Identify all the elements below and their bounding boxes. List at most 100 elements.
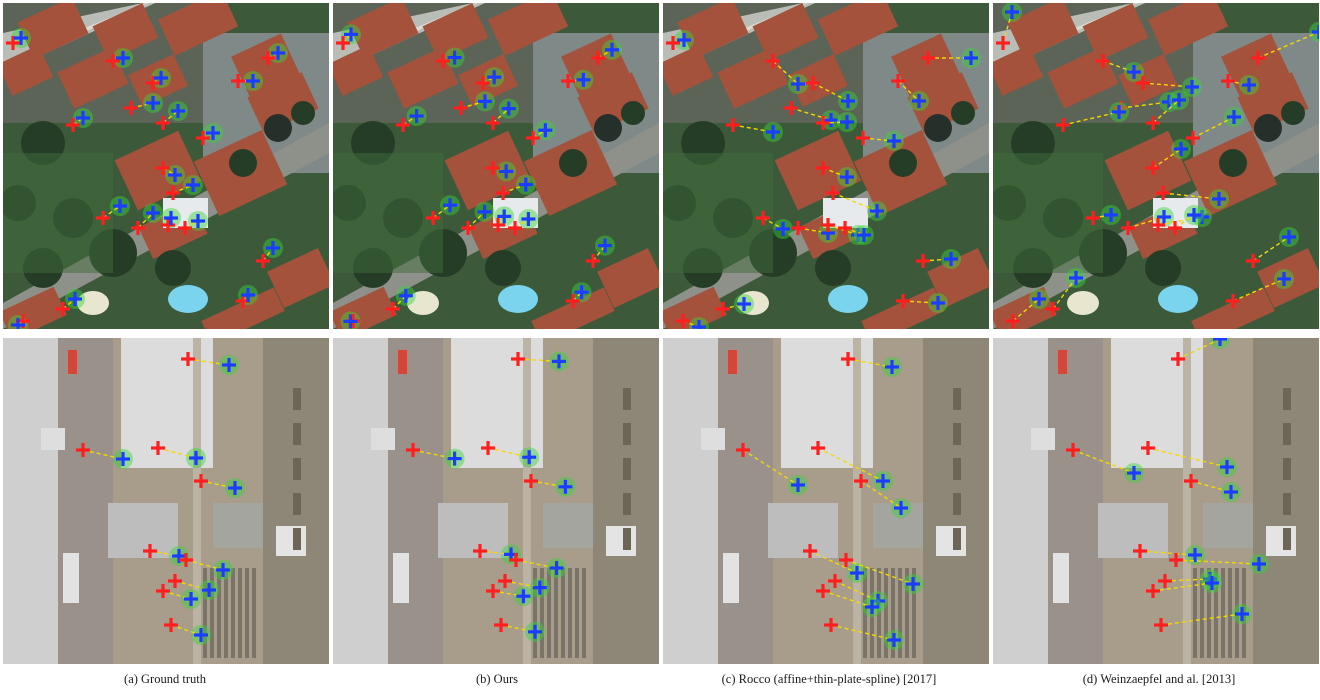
source-marker xyxy=(839,553,853,567)
source-marker xyxy=(921,51,935,65)
aerial-image xyxy=(3,338,329,664)
match-line xyxy=(1252,236,1290,262)
target-marker xyxy=(1235,607,1249,621)
match-line xyxy=(762,217,784,230)
aerial-image xyxy=(663,338,989,664)
match-line xyxy=(1120,101,1170,109)
source-marker xyxy=(1121,221,1135,235)
match-line xyxy=(1192,116,1235,139)
match-line xyxy=(742,449,799,486)
source-marker xyxy=(396,118,410,132)
source-marker xyxy=(481,441,495,455)
match-line xyxy=(827,224,859,236)
target-marker xyxy=(824,113,838,127)
aerial-image xyxy=(3,3,329,329)
source-marker xyxy=(854,474,868,488)
source-marker xyxy=(509,553,523,567)
source-marker xyxy=(816,161,830,175)
target-marker xyxy=(737,297,751,311)
source-marker xyxy=(151,441,165,455)
target-marker xyxy=(116,51,130,65)
target-marker xyxy=(1213,338,1227,346)
target-marker xyxy=(876,474,890,488)
target-marker xyxy=(944,252,958,266)
source-marker xyxy=(1136,76,1150,90)
target-marker xyxy=(840,170,854,184)
match-line xyxy=(392,295,407,310)
aerial-image xyxy=(333,338,659,664)
target-marker xyxy=(186,178,200,192)
source-marker xyxy=(156,116,170,130)
source-marker xyxy=(716,302,730,316)
target-marker xyxy=(538,123,553,138)
panel-industrial-rocco xyxy=(663,338,989,664)
source-marker xyxy=(816,584,830,598)
panel-residential-ground-truth xyxy=(3,3,329,329)
source-marker xyxy=(231,74,245,88)
target-marker xyxy=(146,96,160,110)
source-marker xyxy=(131,221,145,235)
match-line xyxy=(797,227,829,234)
source-marker xyxy=(1146,116,1160,130)
source-marker xyxy=(841,352,855,366)
match-line xyxy=(1174,214,1195,229)
target-marker xyxy=(576,72,591,87)
match-line xyxy=(1062,111,1120,126)
match-line xyxy=(102,205,121,219)
source-marker xyxy=(1171,352,1185,366)
target-marker xyxy=(191,214,205,228)
source-marker xyxy=(256,254,270,268)
source-marker xyxy=(1133,544,1147,558)
source-marker xyxy=(96,211,110,225)
source-marker xyxy=(386,302,400,316)
source-marker xyxy=(436,54,450,68)
target-marker xyxy=(558,479,573,494)
aerial-image xyxy=(993,338,1319,664)
target-marker xyxy=(68,292,82,306)
match-line xyxy=(1232,278,1285,302)
source-marker xyxy=(164,618,178,632)
panel-residential-weinzaepfel xyxy=(993,3,1319,329)
target-marker xyxy=(906,577,920,591)
match-line xyxy=(162,110,179,124)
match-line xyxy=(492,108,510,124)
match-line xyxy=(1102,60,1135,73)
source-marker xyxy=(756,211,770,225)
source-marker xyxy=(6,36,20,50)
source-marker xyxy=(473,544,487,558)
source-marker xyxy=(166,186,180,200)
target-marker xyxy=(894,501,908,515)
source-marker xyxy=(838,221,852,235)
panel-industrial-ground-truth xyxy=(3,338,329,664)
caption-weinzaepfel: (d) Weinzaepfel and al. [2013] xyxy=(1082,672,1236,686)
match-line xyxy=(1012,298,1040,322)
source-marker xyxy=(486,161,500,175)
source-marker xyxy=(676,314,690,328)
source-marker xyxy=(1096,54,1110,68)
target-marker xyxy=(1162,95,1176,109)
source-marker xyxy=(156,584,170,598)
source-marker xyxy=(791,221,805,235)
target-marker xyxy=(912,94,926,108)
match-line xyxy=(1139,550,1196,556)
source-marker xyxy=(1146,161,1160,175)
source-marker xyxy=(824,618,838,632)
source-marker xyxy=(1226,294,1240,308)
target-marker xyxy=(870,204,884,218)
source-marker xyxy=(1221,74,1235,88)
target-marker xyxy=(477,204,492,219)
target-marker xyxy=(398,288,413,303)
target-marker xyxy=(241,288,255,302)
target-marker xyxy=(1312,25,1319,39)
target-marker xyxy=(1005,5,1019,19)
target-marker xyxy=(447,451,462,466)
source-marker xyxy=(828,574,842,588)
source-marker xyxy=(856,131,870,145)
source-marker xyxy=(1169,553,1183,567)
source-marker xyxy=(1156,186,1170,200)
target-marker xyxy=(1252,557,1266,571)
source-marker xyxy=(1154,618,1168,632)
target-marker xyxy=(887,134,901,148)
source-marker xyxy=(726,118,740,132)
match-line xyxy=(432,204,451,219)
